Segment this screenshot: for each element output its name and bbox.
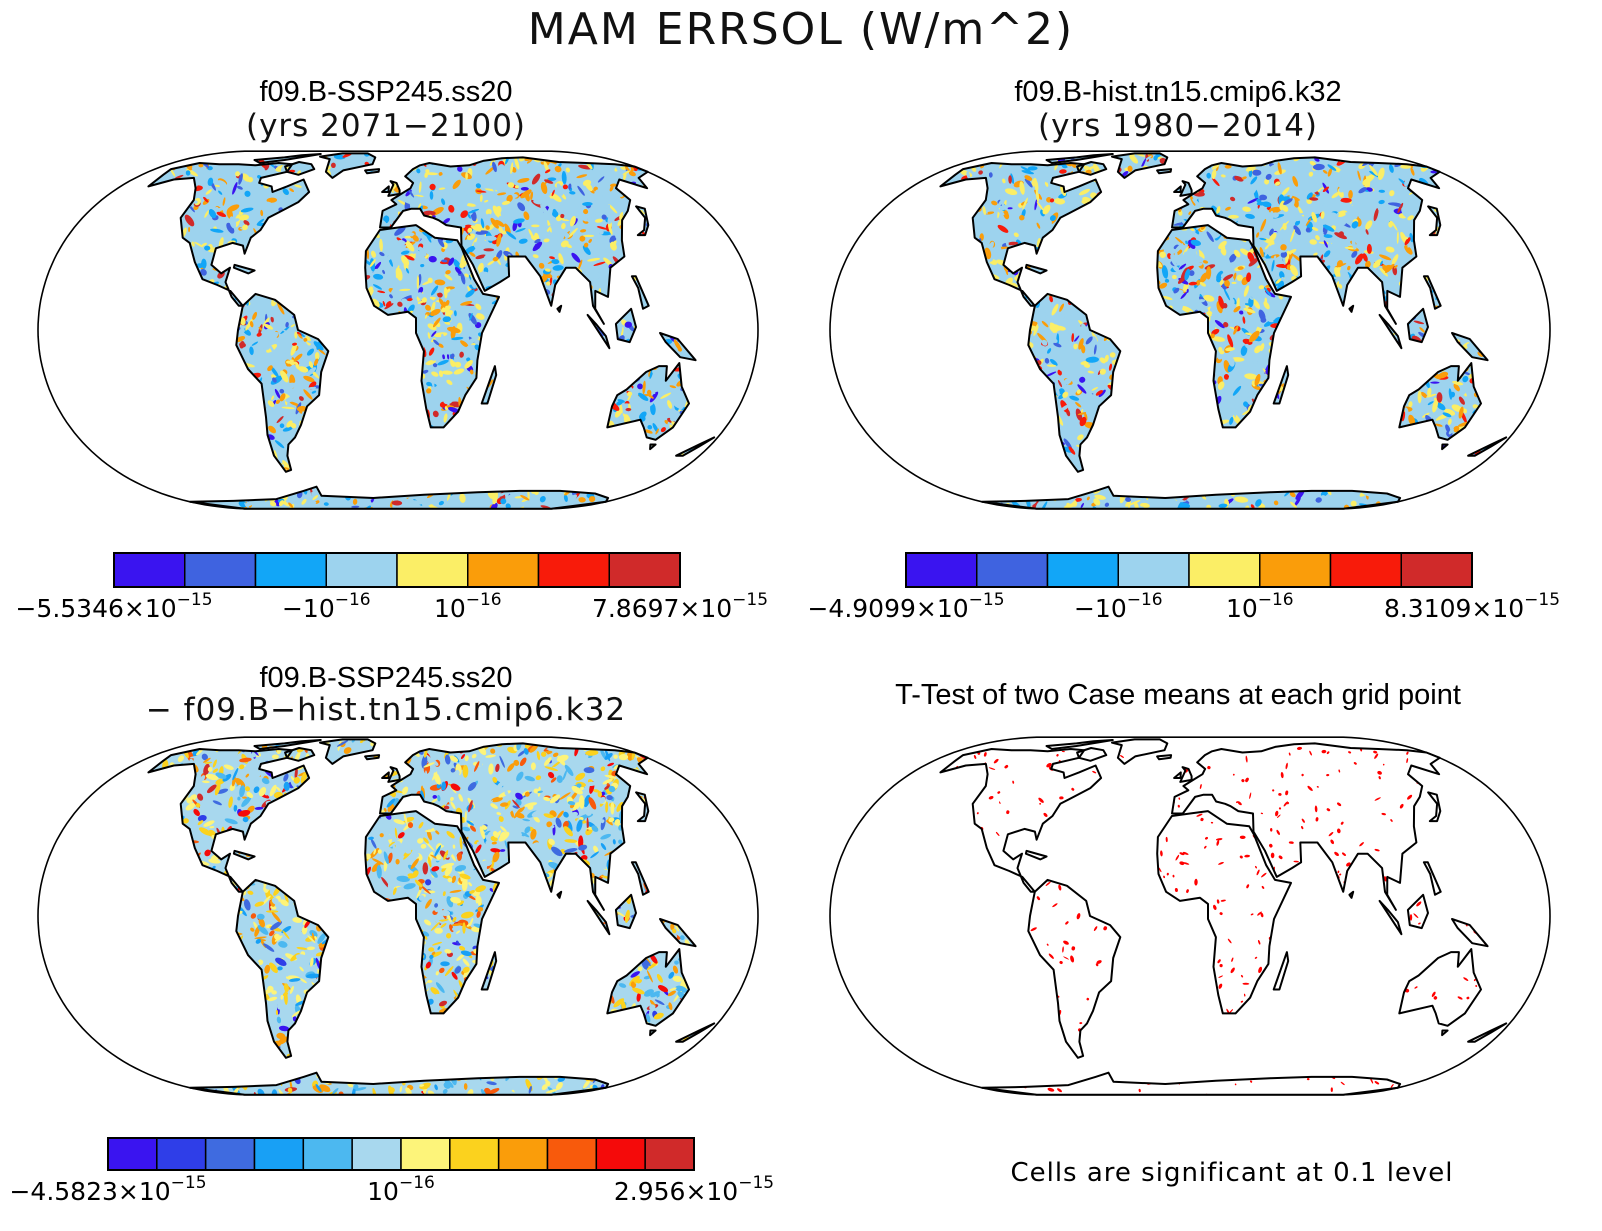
colorbar-tick-label: 7.8697×10−15	[592, 590, 768, 623]
colorbar-swatch	[644, 1137, 695, 1171]
colorbar-tick-label: 2.956×10−15	[614, 1173, 774, 1206]
colorbar-swatch	[107, 1137, 158, 1171]
coastlines	[147, 152, 716, 510]
colorbar-swatch	[396, 552, 469, 588]
panel-3-title: f09.B-SSP245.ss20	[259, 662, 513, 694]
colorbar-tick-label: −10−16	[282, 590, 371, 623]
colorbar-swatch	[204, 1137, 256, 1171]
panel-1-colorbar: −5.5346×10−15 −10−16 10−16 7.8697×10−15	[15, 552, 768, 623]
colorbar-swatch	[351, 1137, 402, 1171]
colorbar-swatch	[497, 1137, 549, 1171]
colorbar-swatch	[325, 552, 398, 588]
coastlines	[147, 738, 716, 1096]
map-boundary	[37, 736, 759, 1096]
panel-1-subtitle: (yrs 2071−2100)	[245, 108, 527, 144]
colorbar-swatch	[905, 552, 978, 588]
colorbar-swatch	[1046, 552, 1119, 588]
field-shading	[940, 739, 1507, 1095]
colorbar-tick-label: −10−16	[1074, 590, 1163, 623]
field-shading	[148, 153, 715, 509]
colorbar-frame	[113, 552, 681, 588]
field-shading	[940, 153, 1507, 509]
panel-4-title: T-Test of two Case means at each grid po…	[895, 679, 1461, 711]
colorbar-swatch	[449, 1137, 500, 1171]
colorbar-swatch	[1329, 552, 1402, 588]
colorbar-swatch	[113, 552, 186, 588]
panel-3-subtitle: − f09.B−hist.tn15.cmip6.k32	[145, 692, 627, 728]
coastlines	[939, 152, 1508, 510]
colorbar-tick-label: 10−16	[367, 1173, 435, 1206]
colorbar-swatch	[1400, 552, 1473, 588]
colorbar-swatch	[976, 552, 1049, 588]
significance-note: Cells are significant at 0.1 level	[1010, 1158, 1454, 1188]
panel-2-subtitle: (yrs 1980−2014)	[1037, 108, 1319, 144]
colorbar-swatch	[1259, 552, 1332, 588]
colorbar-tick-label: −5.5346×10−15	[15, 590, 212, 623]
panel-1-title: f09.B-SSP245.ss20	[259, 76, 513, 108]
colorbar-frame	[107, 1137, 695, 1171]
colorbar-swatch	[302, 1137, 353, 1171]
panel-1-map	[37, 150, 759, 510]
colorbar-tick-label: 8.3109×10−15	[1384, 590, 1560, 623]
colorbar-swatch	[546, 1137, 598, 1171]
colorbar-swatch	[467, 552, 540, 588]
field-shading	[148, 739, 715, 1095]
colorbar-swatch	[595, 1137, 646, 1171]
panel-2-map	[829, 150, 1551, 510]
coastlines	[939, 738, 1508, 1096]
colorbar-swatch	[537, 552, 610, 588]
colorbar-tick-label: 10−16	[1226, 590, 1294, 623]
panel-3-colorbar: −4.5823×10−15 10−16 2.956×10−15	[9, 1137, 774, 1206]
colorbar-swatch	[1117, 552, 1190, 588]
panel-2-colorbar: −4.9099×10−15 −10−16 10−16 8.3109×10−15	[807, 552, 1560, 623]
figure-title: MAM ERRSOL (W/m^2)	[527, 4, 1075, 55]
colorbar-swatch	[253, 1137, 305, 1171]
colorbar-swatch	[400, 1137, 451, 1171]
panel-4-map	[829, 736, 1551, 1096]
colorbar-swatch	[608, 552, 681, 588]
colorbar-tick-label: −4.9099×10−15	[807, 590, 1004, 623]
panel-2-title: f09.B-hist.tn15.cmip6.k32	[1014, 76, 1342, 108]
colorbar-tick-label: 10−16	[434, 590, 502, 623]
colorbar-frame	[905, 552, 1473, 588]
map-boundary	[37, 150, 759, 510]
panel-3-map	[37, 736, 759, 1096]
colorbar-swatch	[184, 552, 257, 588]
map-boundary	[829, 150, 1551, 510]
colorbar-swatch	[1188, 552, 1261, 588]
colorbar-tick-label: −4.5823×10−15	[9, 1173, 206, 1206]
colorbar-swatch	[254, 552, 327, 588]
map-boundary	[829, 736, 1551, 1096]
colorbar-swatch	[156, 1137, 207, 1171]
